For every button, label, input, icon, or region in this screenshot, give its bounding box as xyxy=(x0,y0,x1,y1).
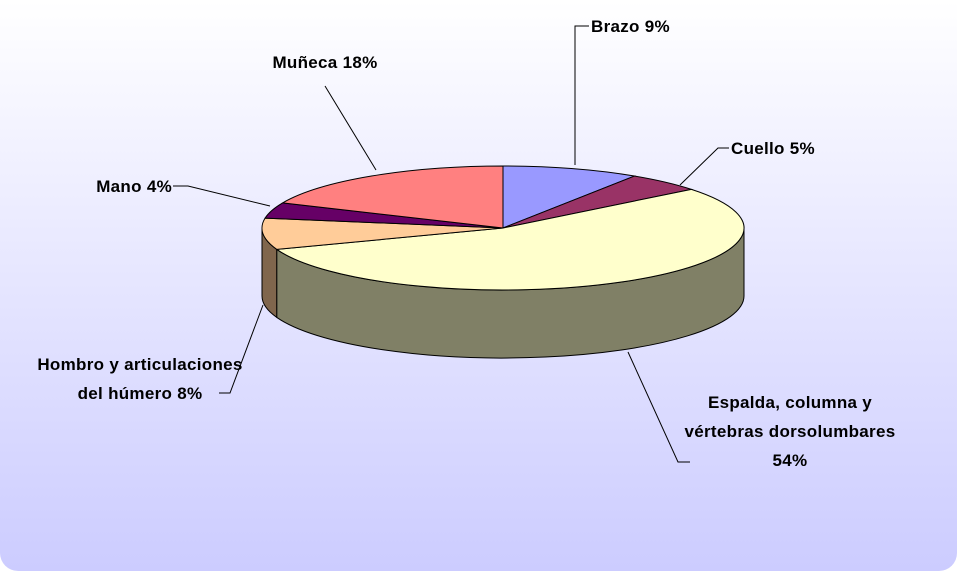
category-label: Espalda, columna y vértebras dorsolumbar… xyxy=(684,393,896,441)
data-label: Espalda, columna y vértebras dorsolumbar… xyxy=(680,388,900,475)
data-label: Brazo 9% xyxy=(591,12,711,41)
value-label: 5% xyxy=(789,139,815,158)
leader-lines xyxy=(173,25,729,463)
category-label: Muñeca xyxy=(272,53,338,72)
pie-slice xyxy=(502,165,637,229)
value-label: 8% xyxy=(177,384,203,403)
value-label: 18% xyxy=(342,53,378,72)
leader-line xyxy=(679,147,729,186)
leader-line xyxy=(173,185,271,207)
value-label: 54% xyxy=(772,451,808,470)
pie-slice xyxy=(275,188,745,291)
category-label: Brazo xyxy=(591,17,640,36)
pie-slice xyxy=(281,165,504,229)
category-label: Mano xyxy=(96,177,142,196)
category-label: Cuello xyxy=(731,139,785,158)
leader-line xyxy=(574,25,589,165)
leader-line xyxy=(219,304,264,394)
category-label: Hombro y articulaciones del húmero xyxy=(37,355,243,403)
value-label: 9% xyxy=(644,17,670,36)
leader-line xyxy=(627,351,690,463)
data-label: Cuello 5% xyxy=(731,134,851,163)
data-label: Muñeca 18% xyxy=(245,48,405,77)
leader-line xyxy=(324,85,377,171)
data-label: Mano 4% xyxy=(60,172,172,201)
data-label: Hombro y articulaciones del húmero 8% xyxy=(30,350,250,408)
value-label: 4% xyxy=(146,177,172,196)
